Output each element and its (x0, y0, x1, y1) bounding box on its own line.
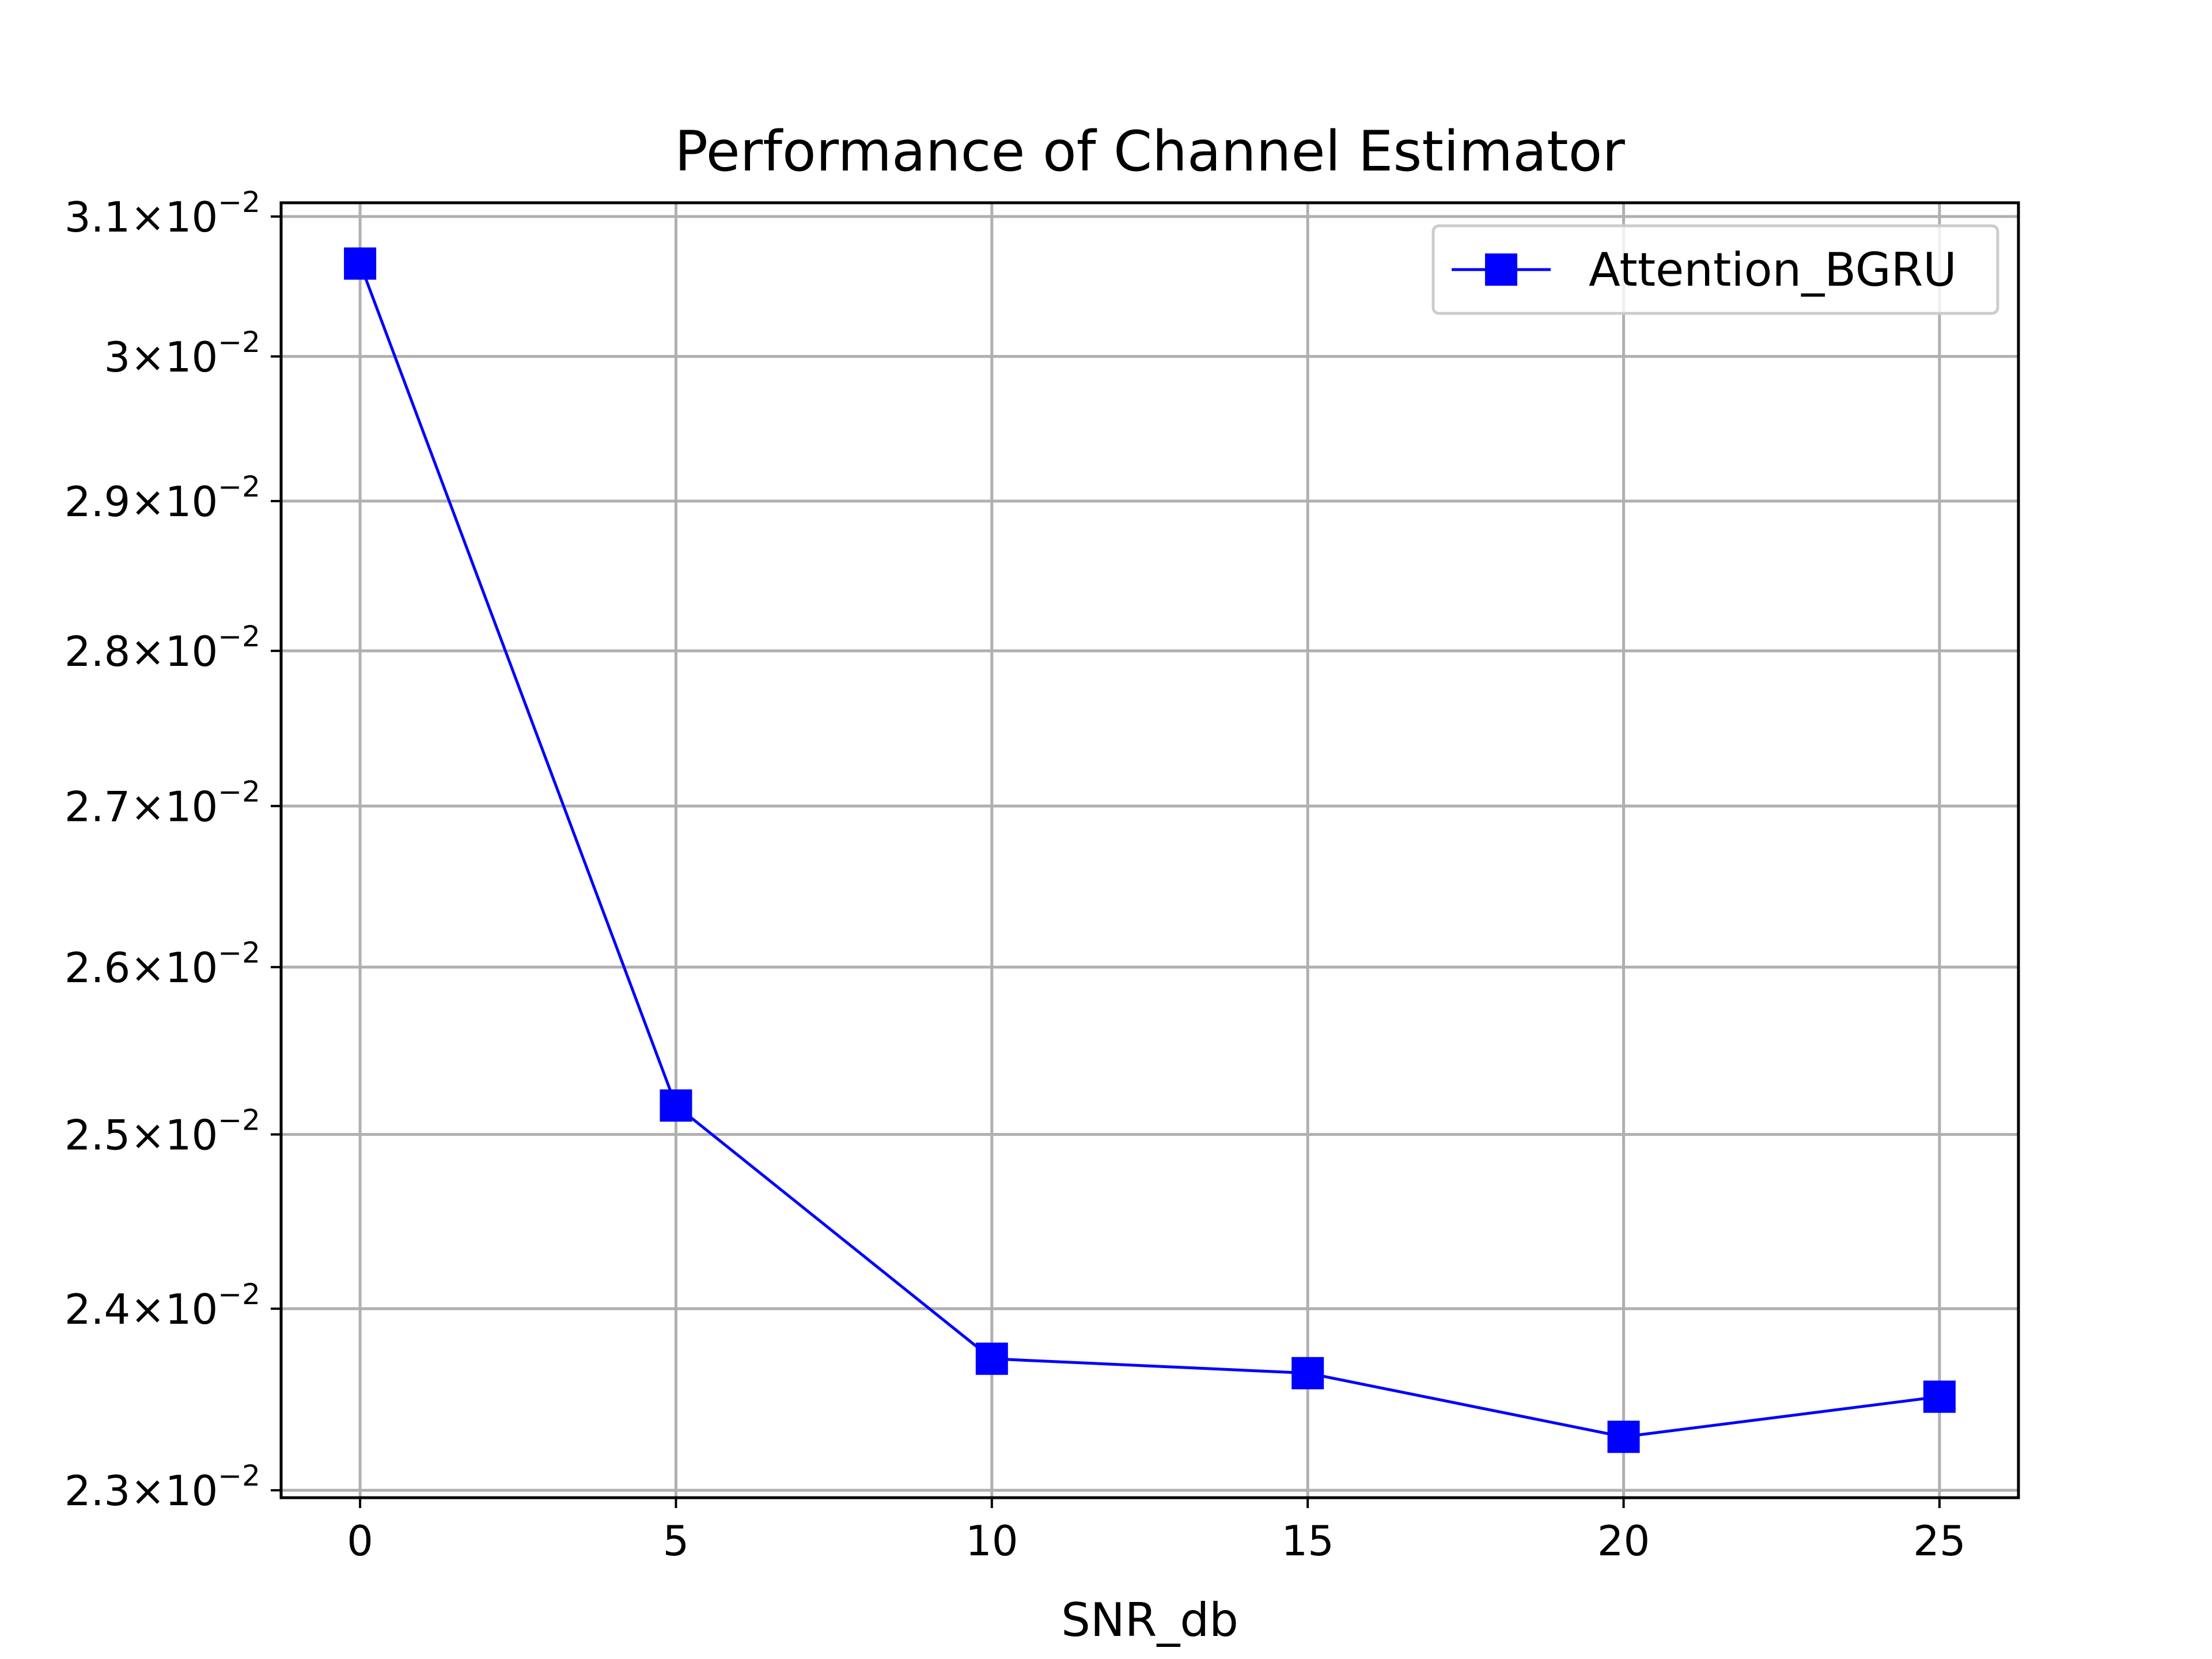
data-point-marker (660, 1089, 692, 1122)
series-line (358, 263, 1940, 1438)
x-tick-label: 5 (663, 1517, 690, 1565)
data-point-marker (975, 1342, 1008, 1375)
y-tick-label: 2.9×10−2 (65, 470, 260, 526)
grid (281, 203, 2018, 1498)
y-tick-label: 3.1×10−2 (65, 185, 260, 241)
legend: Attention_BGRU (1431, 224, 1999, 315)
axes-frame (279, 201, 2020, 1499)
data-point-marker (1607, 1421, 1640, 1453)
x-tick-label: 10 (965, 1517, 1018, 1565)
data-point-marker (1923, 1380, 1956, 1413)
data-point-marker (344, 247, 377, 280)
y-tick-label: 3×10−2 (104, 325, 260, 381)
legend-box (1431, 224, 1999, 315)
chart-title: Performance of Channel Estimator (675, 119, 1625, 184)
series-layer (344, 247, 1956, 1453)
x-axis-label: SNR_db (1061, 1593, 1238, 1647)
x-tick-label: 25 (1913, 1517, 1966, 1565)
legend-label: Attention_BGRU (1589, 243, 1957, 297)
x-tick-label: 0 (347, 1517, 373, 1565)
y-tick-label: 2.4×10−2 (65, 1278, 260, 1334)
legend-marker-swatch (1485, 253, 1517, 286)
x-tick-label: 15 (1281, 1517, 1334, 1565)
y-tick-label: 2.5×10−2 (65, 1103, 260, 1159)
y-tick-label: 2.6×10−2 (65, 936, 260, 992)
y-tick-label: 2.7×10−2 (65, 775, 260, 831)
x-axis: 0 5 10 15 20 25 (347, 1498, 1966, 1565)
y-tick-label: 2.3×10−2 (65, 1459, 260, 1515)
data-point-marker (1291, 1357, 1324, 1389)
y-axis: 2.3×10−2 2.4×10−2 2.5×10−2 2.6×10−2 2.7×10−2… (65, 185, 281, 1515)
y-tick-label: 2.8×10−2 (65, 620, 260, 676)
x-tick-label: 20 (1597, 1517, 1650, 1565)
